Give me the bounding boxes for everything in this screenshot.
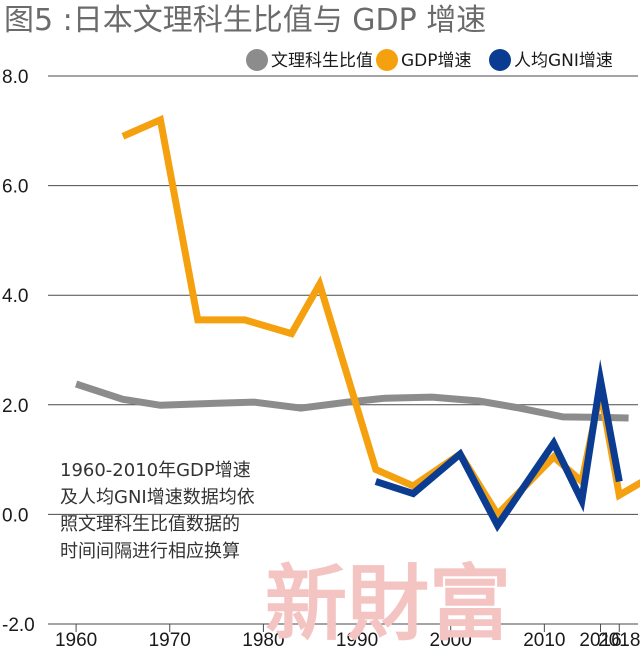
x-tick-label: 1980	[242, 630, 284, 651]
chart-title: 图5 :日本文理科生比值与 GDP 增速	[4, 3, 486, 38]
legend: 文理科生比值 GDP增速 人均GNI增速	[246, 49, 613, 71]
y-axis-ticks: 8.0 6.0 4.0 2.0 0.0 -2.0	[2, 67, 35, 636]
y-tick-label: 4.0	[2, 286, 28, 307]
annotation: 1960-2010年GDP增速及人均GNI增速数据均依照文理科生比值数据的时间间…	[60, 460, 255, 562]
annotation-line: 及人均GNI增速数据均依	[60, 487, 255, 508]
legend-label-1: GDP增速	[401, 51, 472, 71]
y-tick-label: 2.0	[2, 396, 28, 417]
series-line-2	[374, 359, 623, 533]
legend-marker-2	[489, 49, 511, 71]
y-tick-label: 0.0	[2, 505, 28, 526]
legend-marker-0	[246, 49, 268, 71]
x-tick-label: 2018	[598, 630, 640, 651]
annotation-line: 时间间隔进行相应换算	[60, 541, 240, 562]
watermark: 新財富	[265, 556, 511, 652]
legend-label-0: 文理科生比值	[271, 51, 373, 71]
annotation-line: 1960-2010年GDP增速	[60, 460, 251, 481]
legend-label-2: 人均GNI增速	[514, 51, 613, 71]
series-line-0	[75, 380, 629, 422]
y-tick-label: 6.0	[2, 177, 28, 198]
series-lines	[75, 114, 640, 533]
x-tick-label: 1960	[55, 630, 97, 651]
legend-marker-1	[376, 49, 398, 71]
x-tick-label: 2010	[523, 630, 565, 651]
x-tick-label: 1990	[336, 630, 378, 651]
x-tick-label: 2000	[430, 630, 472, 651]
x-tick-label: 1970	[149, 630, 191, 651]
annotation-line: 照文理科生比值数据的	[60, 514, 240, 535]
y-tick-label: 8.0	[2, 67, 28, 88]
y-tick-label: -2.0	[2, 615, 35, 636]
x-tick-label: 2016	[579, 630, 621, 651]
